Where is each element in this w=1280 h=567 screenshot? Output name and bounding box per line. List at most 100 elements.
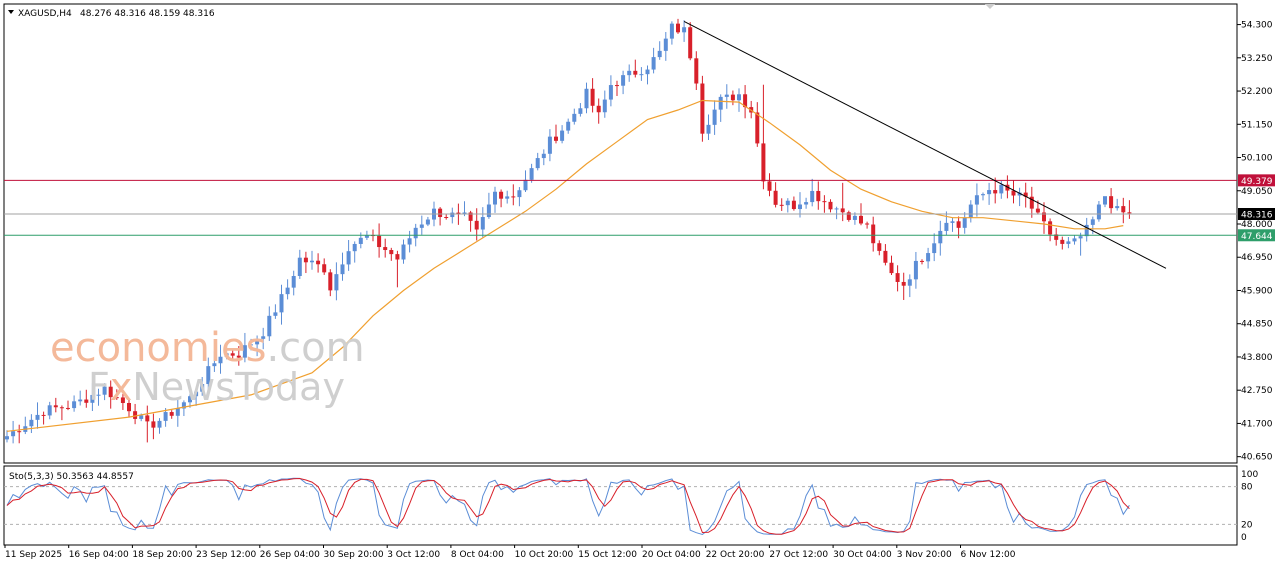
candle-body — [602, 99, 607, 113]
candle-body — [773, 190, 778, 205]
candle-body — [968, 204, 973, 218]
level-tag-label-current: 48.316 — [1241, 211, 1273, 221]
candle-body — [529, 168, 534, 180]
level-tag-current — [1238, 208, 1275, 221]
candle-body — [944, 222, 949, 231]
candle-body — [810, 190, 815, 203]
candle-body — [566, 121, 571, 131]
candle-body — [66, 407, 70, 409]
candle-body — [456, 212, 461, 214]
candle-body — [1072, 238, 1077, 242]
candle-body — [273, 312, 278, 316]
stoch-tick-label: 80 — [1241, 483, 1253, 493]
candle-body — [828, 201, 833, 210]
candle-body — [651, 57, 656, 70]
dropdown-arrow-icon[interactable] — [8, 10, 14, 14]
time-tick-label: 18 Sep 20:00 — [132, 550, 192, 560]
candle-body — [206, 366, 211, 385]
candle-body — [572, 113, 577, 122]
time-tick-label: 30 Sep 20:00 — [324, 550, 384, 560]
price-panel-frame — [3, 3, 1238, 464]
candle-body — [737, 94, 741, 101]
candle-body — [212, 363, 217, 367]
stoch-signal-line — [6, 477, 1130, 535]
level-tag-resistance — [1238, 174, 1275, 187]
candle-body — [72, 401, 77, 409]
stochastic-panel[interactable] — [3, 465, 1238, 546]
candle-body — [29, 419, 34, 427]
candle-body — [133, 411, 138, 419]
candle-body — [608, 85, 613, 100]
candle-body — [1029, 196, 1034, 209]
candle-body — [987, 190, 992, 195]
candle-body — [859, 215, 863, 224]
candle-body — [1060, 239, 1065, 244]
candle-body — [615, 85, 619, 87]
price-tick-label: 46.950 — [1241, 253, 1273, 263]
candle-body — [450, 212, 455, 218]
candle-body — [1042, 212, 1046, 222]
candle-body — [535, 158, 540, 169]
candle-body — [505, 196, 510, 199]
candle-body — [1115, 206, 1120, 209]
candle-body — [194, 391, 199, 397]
candle-body — [993, 190, 998, 194]
candle-body — [1048, 221, 1053, 235]
stochastic-label: Sto(5,3,3) 50.3563 44.8557 — [9, 472, 134, 482]
trend-line — [683, 20, 1167, 269]
candle-body — [462, 212, 467, 214]
price-panel[interactable] — [3, 3, 1238, 464]
candle-body — [627, 70, 632, 76]
candle-body — [950, 221, 955, 223]
candle-body — [175, 408, 180, 416]
candle-body — [645, 69, 650, 75]
candle-body — [328, 272, 333, 291]
candle-body — [108, 386, 113, 398]
price-tick-label: 50.100 — [1241, 154, 1273, 164]
ohlc-label: 48.276 48.316 48.159 48.316 — [80, 9, 215, 19]
candle-body — [560, 130, 565, 141]
candle-body — [303, 257, 308, 263]
stoch-tick-label: 0 — [1241, 533, 1247, 543]
candle-body — [785, 200, 790, 206]
candle-body — [279, 294, 284, 313]
candle-body — [249, 344, 253, 346]
candle-body — [852, 215, 857, 220]
candle-body — [169, 412, 174, 416]
candle-body — [230, 353, 235, 356]
candle-body — [730, 94, 735, 101]
time-tick-label: 20 Oct 04:00 — [642, 550, 701, 560]
level-tag-support — [1238, 229, 1275, 242]
time-tick-label: 6 Nov 12:00 — [961, 550, 1016, 560]
candle-body — [493, 191, 497, 205]
stoch-tick-label: 100 — [1241, 470, 1258, 480]
candle-body — [755, 112, 760, 144]
candle-body — [41, 414, 46, 416]
candle-body — [621, 75, 626, 86]
time-tick-label: 8 Oct 04:00 — [451, 550, 504, 560]
candle-body — [633, 70, 638, 75]
candle-body — [1109, 196, 1114, 209]
candle-body — [1066, 241, 1071, 244]
candle-body — [657, 50, 662, 58]
time-tick-label: 16 Sep 04:00 — [69, 550, 129, 560]
time-tick-label: 23 Sep 12:00 — [196, 550, 256, 560]
candle-body — [932, 243, 937, 254]
candle-body — [224, 353, 229, 357]
candle-body — [883, 250, 888, 263]
candle-body — [913, 260, 918, 280]
candle-body — [181, 402, 186, 409]
candle-body — [596, 105, 601, 113]
candle-body — [706, 124, 711, 134]
candle-body — [377, 235, 382, 248]
candle-body — [761, 143, 766, 182]
candle-body — [865, 223, 870, 225]
time-tick-label: 22 Oct 20:00 — [706, 550, 765, 560]
candle-body — [499, 191, 504, 199]
candle-body — [578, 108, 583, 114]
watermark-line2: FxNewsToday — [88, 365, 345, 409]
candle-body — [188, 396, 192, 403]
candle-body — [901, 281, 906, 286]
candle-body — [261, 336, 266, 339]
